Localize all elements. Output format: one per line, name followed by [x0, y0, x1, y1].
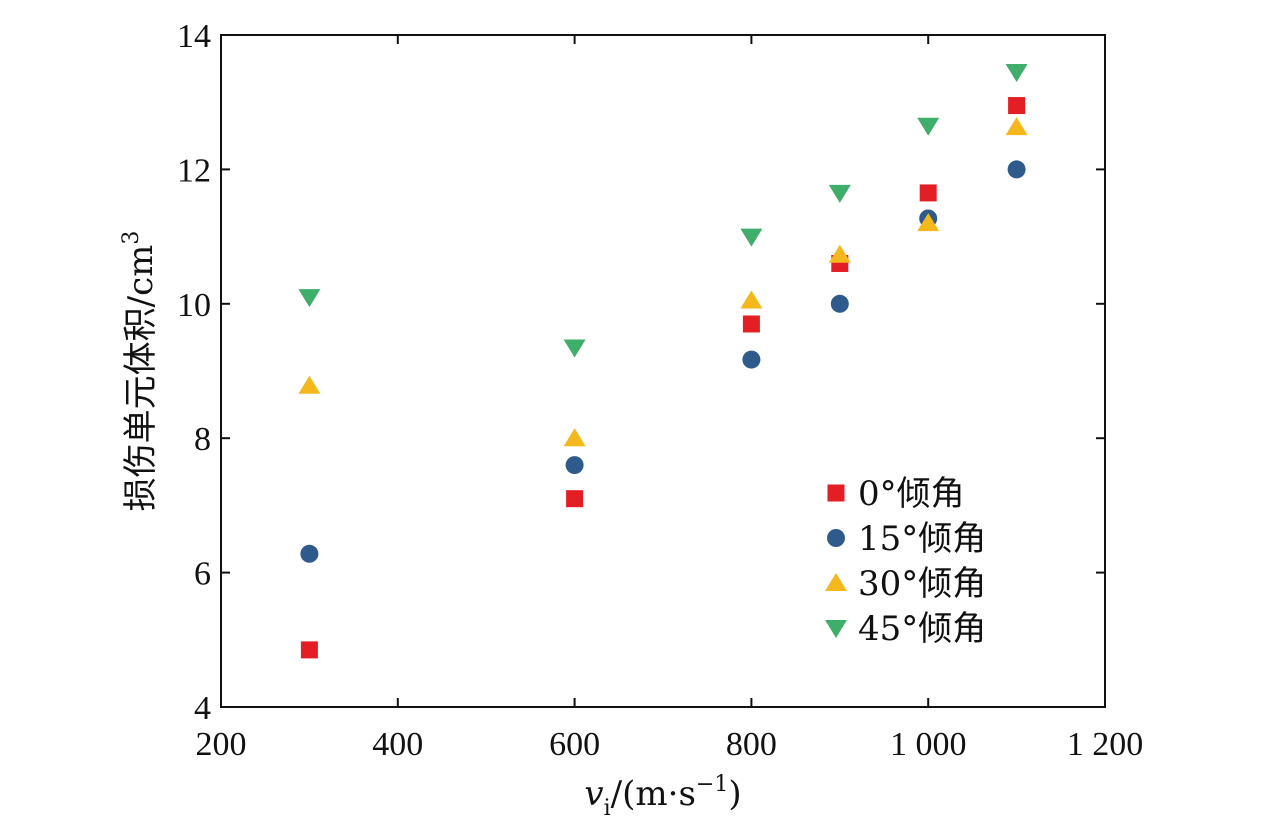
plot-frame: [220, 34, 1106, 708]
legend-marker: [827, 529, 845, 547]
data-point: [830, 294, 849, 313]
x-axis-label-close: ): [728, 774, 741, 814]
legend-label: 0°倾角: [858, 474, 965, 514]
data-point: [828, 244, 851, 263]
x-axis-label-exp: −1: [696, 772, 728, 797]
data-point: [1007, 160, 1026, 179]
series-2: [298, 117, 1028, 447]
data-point: [563, 339, 586, 358]
series-3: [298, 63, 1028, 358]
legend-item: 0°倾角: [827, 474, 965, 514]
y-tick-label: 8: [194, 421, 211, 458]
data-point: [742, 315, 760, 333]
x-axis-label-unit: /(m·s: [611, 774, 696, 814]
legend-marker: [825, 573, 847, 591]
x-tick-label: 800: [726, 726, 777, 763]
data-point: [740, 228, 763, 247]
x-tick-label: 400: [372, 726, 423, 763]
y-tick-label: 4: [194, 690, 211, 727]
legend-label: 15°倾角: [858, 519, 986, 559]
x-axis-label: vi/(m·s−1): [584, 772, 741, 821]
data-point: [565, 456, 584, 475]
data-point: [300, 544, 319, 563]
axis-tick-labels: 200 400 600 800 1 000 1 200 4 6 8 10 12 14: [177, 18, 1143, 763]
data-point: [740, 290, 763, 309]
data-point: [828, 184, 851, 203]
legend: 0°倾角 15°倾角 30°倾角 45°倾角: [825, 474, 986, 649]
data-point: [1008, 97, 1026, 115]
data-point: [300, 641, 318, 659]
data-point: [563, 428, 586, 447]
data-point: [298, 289, 321, 308]
x-tick-label: 600: [549, 726, 600, 763]
y-tick-label: 14: [177, 18, 211, 55]
data-point: [1005, 63, 1028, 82]
legend-marker: [825, 620, 847, 638]
y-axis-label-text: 损伤单元体积/cm: [121, 245, 161, 512]
x-axis-label-sub: i: [604, 796, 611, 821]
data-point: [1005, 117, 1028, 136]
x-axis-label-var: v: [584, 774, 603, 814]
data-point: [566, 490, 584, 508]
data-point: [917, 213, 940, 232]
data-point: [919, 184, 937, 202]
data-point: [917, 117, 940, 136]
legend-label: 30°倾角: [858, 564, 986, 604]
axis-ticks: [220, 34, 1106, 708]
data-points: [298, 63, 1028, 659]
legend-label: 45°倾角: [858, 609, 986, 649]
legend-item: 45°倾角: [825, 609, 986, 649]
y-axis-label-exp: 3: [119, 231, 144, 245]
y-tick-label: 6: [194, 556, 211, 593]
x-tick-label: 1 200: [1067, 726, 1144, 763]
legend-item: 30°倾角: [825, 564, 986, 604]
data-point: [742, 350, 761, 369]
data-point: [298, 375, 321, 394]
legend-item: 15°倾角: [827, 519, 986, 559]
y-tick-label: 10: [177, 287, 211, 324]
y-tick-label: 12: [177, 152, 211, 189]
x-tick-label: 200: [196, 726, 247, 763]
legend-marker: [827, 484, 845, 502]
x-tick-label: 1 000: [890, 726, 967, 763]
y-axis-label: 损伤单元体积/cm3: [119, 231, 161, 512]
